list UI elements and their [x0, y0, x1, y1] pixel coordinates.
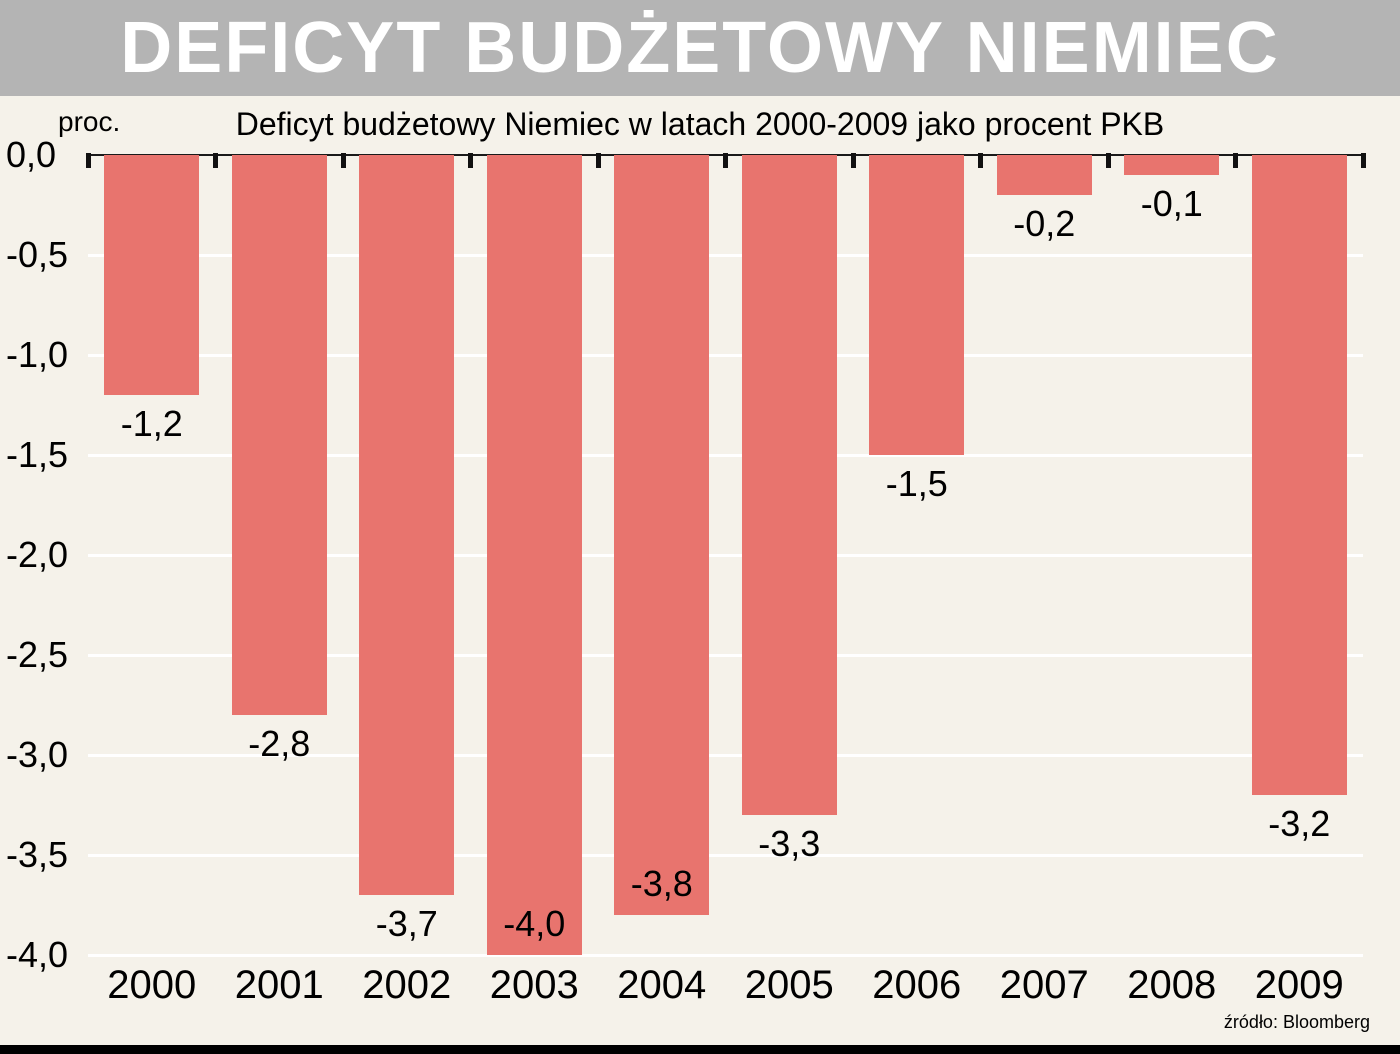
axis-tick	[850, 153, 856, 168]
axis-tick	[723, 153, 728, 168]
bottom-border	[0, 1045, 1400, 1054]
chart-subtitle: Deficyt budżetowy Niemiec w latach 2000-…	[235, 106, 1165, 142]
gridline	[88, 453, 1363, 457]
gridline	[88, 853, 1363, 857]
gridline	[88, 753, 1363, 757]
bar	[614, 155, 710, 915]
y-axis-tick-label: 0,0	[6, 134, 57, 175]
x-axis-label: 2006	[872, 963, 962, 1007]
x-axis-label: 2009	[1254, 963, 1344, 1007]
bar	[486, 155, 582, 955]
bar-value-label: -2,8	[248, 723, 311, 764]
source-label: źródło: Bloomberg	[1223, 1012, 1370, 1032]
bar-value-label: -0,1	[1140, 183, 1203, 224]
title-band: DEFICYT BUDŻETOWY NIEMIEC	[0, 0, 1400, 96]
axis-tick	[978, 153, 983, 168]
bar-value-label: -3,3	[758, 823, 821, 864]
y-axis-tick-label: -2,0	[6, 534, 69, 575]
y-axis-tick-label: -4,0	[6, 934, 69, 975]
x-axis-label: 2001	[234, 963, 324, 1007]
x-axis-label: 2008	[1127, 963, 1217, 1007]
bar	[359, 155, 455, 895]
axis-tick	[85, 153, 91, 168]
x-axis-label: 2003	[489, 963, 579, 1007]
gridline	[88, 953, 1363, 957]
y-axis-tick-label: -3,5	[6, 834, 69, 875]
axis-tick	[213, 153, 218, 168]
bar-value-label: -3,2	[1268, 803, 1331, 844]
y-axis-unit-label: proc.	[58, 106, 121, 137]
axis-tick	[468, 153, 473, 168]
x-axis-label: 2007	[999, 963, 1089, 1007]
y-axis-tick-label: -2,5	[6, 634, 69, 675]
bar-value-label: -3,7	[375, 903, 438, 944]
bar-value-label: -3,8	[630, 863, 693, 904]
gridline	[88, 353, 1363, 357]
bar-value-label: -4,0	[503, 903, 566, 944]
axis-tick	[1360, 153, 1366, 168]
bar	[1124, 155, 1220, 175]
gridline	[88, 653, 1363, 657]
x-axis-label: 2002	[362, 963, 452, 1007]
axis-tick	[1233, 153, 1238, 168]
x-axis-label: 2000	[107, 963, 197, 1007]
axis-tick	[1105, 153, 1111, 168]
bar	[1251, 155, 1347, 795]
page-title: DEFICYT BUDŻETOWY NIEMIEC	[120, 8, 1280, 88]
gridline	[88, 553, 1363, 557]
y-axis-tick-label: -1,5	[6, 434, 69, 475]
axis-tick	[340, 153, 346, 168]
bar-value-label: -1,2	[120, 403, 183, 444]
bar-value-label: -1,5	[885, 463, 948, 504]
x-axis-label: 2005	[744, 963, 834, 1007]
y-axis-tick-label: -1,0	[6, 334, 69, 375]
bar	[869, 155, 965, 455]
axis-tick	[595, 153, 601, 168]
bar-value-label: -0,2	[1013, 203, 1076, 244]
gridline	[88, 253, 1363, 257]
y-axis-tick-label: -3,0	[6, 734, 69, 775]
x-axis-label: 2004	[617, 963, 707, 1007]
bar	[741, 155, 837, 815]
y-axis-tick-label: -0,5	[6, 234, 69, 275]
bar	[231, 155, 327, 715]
bar	[104, 155, 200, 395]
bar	[996, 155, 1092, 195]
